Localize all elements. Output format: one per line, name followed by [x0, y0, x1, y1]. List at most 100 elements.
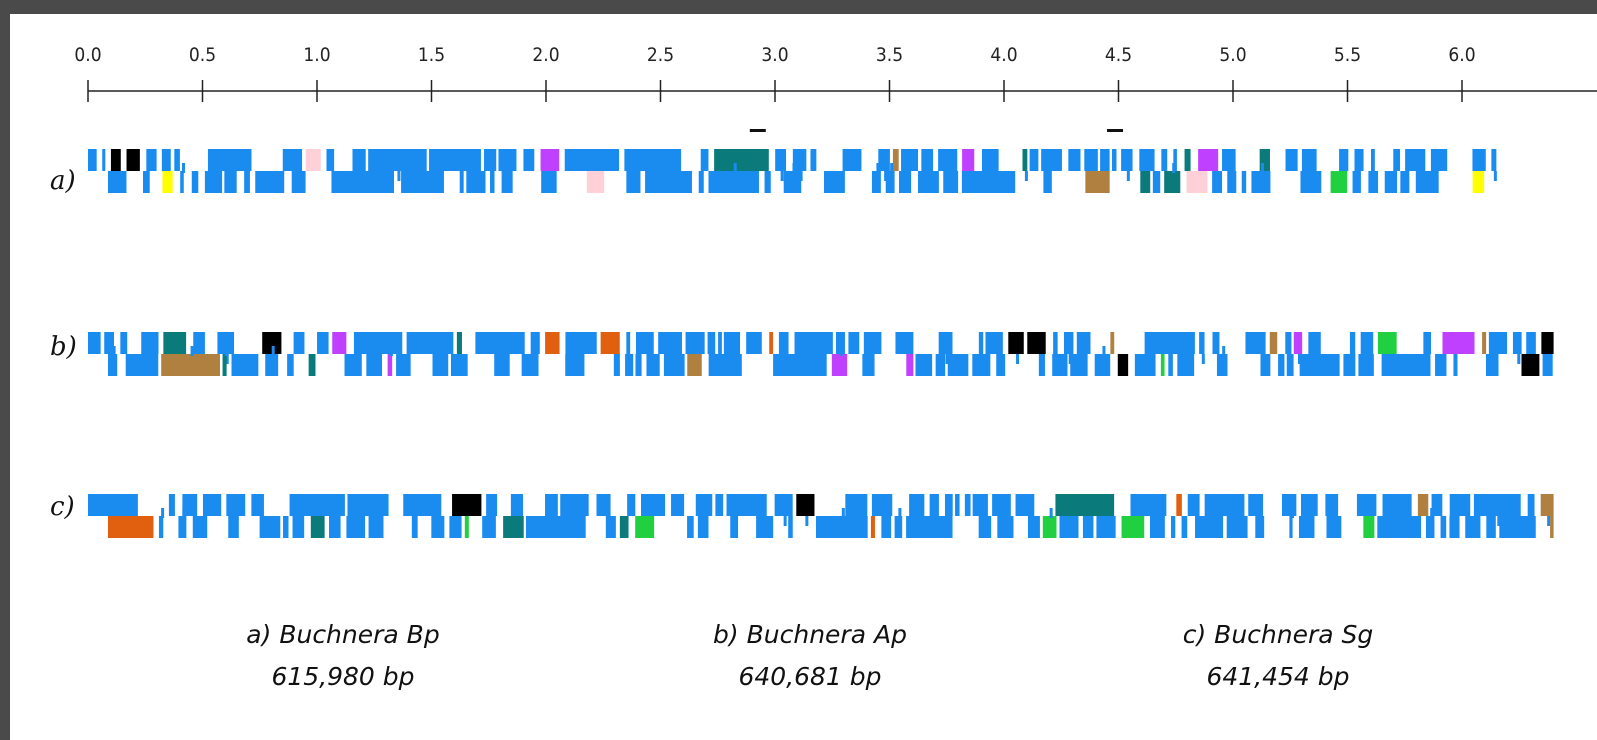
gene-block — [613, 354, 620, 376]
gene-connector — [1222, 346, 1226, 356]
scale-ruler — [87, 80, 1597, 102]
gene-block — [142, 171, 150, 193]
gene-block — [262, 332, 282, 354]
gene-block — [1212, 171, 1223, 193]
gene-block — [1349, 332, 1356, 354]
gene-connector — [233, 508, 237, 518]
track-c-label: c) — [50, 492, 75, 522]
gene-connector — [422, 163, 426, 173]
gene-block — [1052, 354, 1068, 376]
gene-block — [1134, 354, 1156, 376]
gene-connector — [733, 163, 737, 173]
gene-block — [259, 516, 281, 538]
gene-connector — [213, 163, 217, 173]
gene-block — [432, 354, 449, 376]
gene-block — [1473, 494, 1521, 516]
gene-connector — [805, 516, 809, 526]
gene-block — [1472, 149, 1486, 171]
gene-block — [1430, 149, 1448, 171]
gene-block — [108, 171, 127, 193]
gene-block — [1055, 494, 1115, 516]
track-c-genes — [88, 494, 1554, 538]
gene-block — [368, 516, 384, 538]
gene-connector — [1290, 508, 1294, 518]
gene-block — [1382, 494, 1412, 516]
gene-block — [1358, 354, 1374, 376]
gene-block — [985, 332, 1003, 354]
gene-block — [346, 516, 366, 538]
gene-block — [1435, 354, 1447, 376]
gene-block — [282, 149, 303, 171]
gene-block — [756, 516, 774, 538]
gene-block — [125, 354, 159, 376]
gene-block — [1184, 149, 1191, 171]
gene-block — [1299, 354, 1340, 376]
gene-block — [449, 516, 462, 538]
gene-connector — [1260, 163, 1264, 173]
gene-block — [352, 149, 366, 171]
gene-connector — [355, 508, 359, 518]
gene-block — [396, 354, 411, 376]
gene-block — [1121, 516, 1145, 538]
gene-connector — [1517, 354, 1521, 364]
caption-b-size: 640,681 bp — [738, 662, 882, 691]
axis-tick-label: 0.0 — [74, 44, 102, 66]
gene-block — [244, 171, 250, 193]
gene-block — [1354, 149, 1364, 171]
gene-block — [1100, 149, 1110, 171]
gene-block — [368, 149, 427, 171]
gene-block — [871, 494, 893, 516]
gene-block — [1015, 494, 1035, 516]
gene-block — [1117, 354, 1129, 376]
gene-block — [141, 332, 159, 354]
gene-block — [174, 149, 180, 171]
gene-block — [161, 149, 171, 171]
gene-block — [564, 149, 620, 171]
gene-block — [1415, 171, 1439, 193]
gene-connector — [1024, 171, 1028, 181]
gene-block — [901, 149, 919, 171]
gene-block — [545, 332, 560, 354]
gene-block — [645, 171, 692, 193]
gene-block — [204, 171, 223, 193]
gene-block — [1521, 354, 1540, 376]
gene-block — [1449, 494, 1471, 516]
gene-block — [1255, 516, 1265, 538]
gene-block — [961, 171, 1016, 193]
gene-block — [565, 332, 597, 354]
gene-block — [1187, 494, 1200, 516]
gene-block — [862, 354, 875, 376]
gene-block — [486, 494, 498, 516]
gene-block — [1110, 332, 1115, 354]
gene-block — [997, 516, 1014, 538]
gene-block — [1198, 149, 1219, 171]
gene-block — [1417, 494, 1429, 516]
gene-connector — [1306, 508, 1310, 518]
gene-block — [1084, 149, 1098, 171]
gene-block — [1449, 516, 1460, 538]
gene-block — [305, 149, 321, 171]
gene-block — [1542, 354, 1553, 376]
axis-tick-label: 2.5 — [646, 44, 675, 66]
gene-block — [1140, 171, 1151, 193]
gene-block — [918, 171, 939, 193]
gene-block — [1027, 516, 1040, 538]
gene-block — [521, 354, 539, 376]
gene-block — [906, 354, 914, 376]
gene-block — [1181, 516, 1188, 538]
track-b-genes — [88, 332, 1554, 376]
gene-connector — [389, 346, 393, 356]
gene-block — [1384, 171, 1398, 193]
gene-block — [192, 516, 208, 538]
gene-block — [626, 332, 631, 354]
gene-block — [1177, 354, 1195, 376]
gene-block — [560, 494, 589, 516]
gene-block — [695, 494, 713, 516]
axis-tick-label: 2.0 — [532, 44, 560, 66]
gene-block — [627, 494, 636, 516]
axis-tick-label: 0.5 — [188, 44, 217, 66]
region-marker — [749, 129, 766, 132]
gene-block — [1094, 354, 1111, 376]
gene-block — [1293, 332, 1303, 354]
gene-block — [769, 332, 774, 354]
